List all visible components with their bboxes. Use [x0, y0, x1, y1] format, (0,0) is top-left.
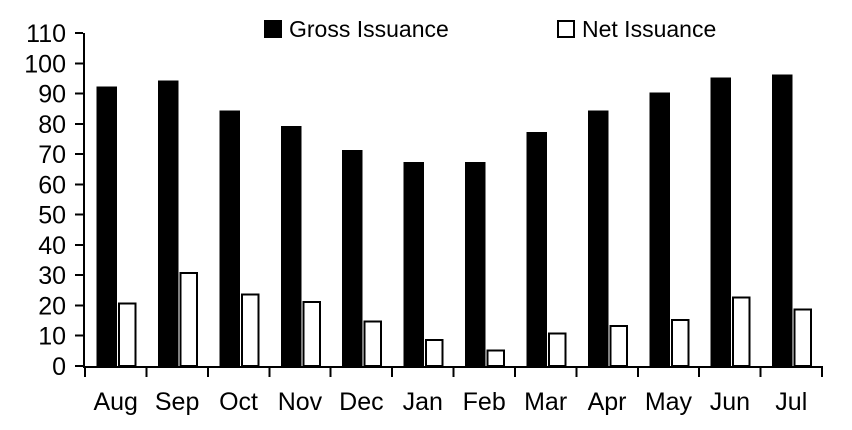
x-tick-label: Nov — [278, 388, 323, 416]
y-tick-label: 10 — [38, 323, 66, 351]
y-tick — [75, 122, 83, 125]
x-tick — [84, 366, 86, 377]
bar-net-issuance-may — [670, 319, 690, 367]
x-tick — [268, 366, 271, 377]
y-tick-label: 50 — [38, 202, 66, 230]
x-tick-label: Feb — [463, 388, 506, 416]
x-tick-label: Jan — [403, 388, 443, 416]
x-tick-label: Sep — [155, 388, 199, 416]
x-tick-label: Oct — [219, 388, 258, 416]
y-tick — [75, 92, 83, 95]
x-tick — [513, 366, 516, 377]
y-tick — [75, 334, 83, 337]
x-tick — [329, 366, 332, 377]
bar-net-issuance-jun — [732, 296, 751, 368]
y-tick-label: 0 — [52, 353, 66, 381]
bar-net-issuance-mar — [547, 332, 567, 368]
x-tick — [821, 366, 823, 377]
bar-gross-issuance-jul — [772, 74, 793, 368]
y-tick-label: 20 — [38, 292, 66, 320]
x-tick-label: Mar — [524, 388, 567, 416]
bar-net-issuance-apr — [609, 325, 628, 367]
bar-net-issuance-aug — [118, 302, 137, 368]
y-tick-label: 40 — [38, 232, 66, 260]
x-tick — [145, 366, 148, 377]
bar-net-issuance-nov — [302, 300, 321, 367]
x-tick-label: Aug — [93, 388, 137, 416]
y-tick — [75, 243, 83, 246]
y-tick-label: 90 — [38, 81, 66, 109]
x-tick-label: Dec — [339, 388, 383, 416]
bar-net-issuance-oct — [240, 293, 260, 368]
bar-net-issuance-sep — [179, 272, 198, 367]
y-tick — [75, 153, 83, 156]
bar-gross-issuance-feb — [465, 162, 486, 367]
bar-gross-issuance-may — [649, 92, 670, 368]
x-tick — [391, 366, 394, 377]
bar-gross-issuance-aug — [96, 86, 117, 367]
x-tick-label: May — [645, 388, 693, 416]
bar-gross-issuance-sep — [157, 80, 179, 367]
y-tick — [75, 365, 83, 367]
legend-label-net-issuance: Net Issuance — [582, 16, 717, 42]
x-tick-label: Jun — [710, 388, 750, 416]
x-tick — [575, 366, 578, 377]
y-tick — [75, 62, 83, 65]
y-tick-label: 30 — [38, 262, 66, 290]
x-tick — [206, 366, 209, 377]
x-tick — [759, 366, 762, 377]
gross-issuance-swatch-icon — [264, 20, 282, 38]
x-tick-label: Apr — [588, 388, 627, 416]
y-axis-line — [83, 33, 85, 368]
bar-gross-issuance-nov — [280, 125, 302, 367]
y-tick — [75, 304, 83, 307]
bar-gross-issuance-jun — [710, 77, 732, 367]
bar-gross-issuance-apr — [587, 110, 609, 367]
y-tick-label: 70 — [38, 141, 66, 169]
x-tick-label: Jul — [775, 388, 807, 416]
bar-net-issuance-jan — [425, 338, 444, 368]
y-tick-label: 60 — [38, 171, 66, 199]
y-tick-label: 100 — [24, 50, 66, 78]
bar-net-issuance-dec — [363, 320, 383, 368]
legend-label-gross-issuance: Gross Issuance — [289, 16, 449, 42]
y-tick — [75, 213, 83, 216]
x-tick — [636, 366, 639, 377]
y-tick — [75, 183, 83, 186]
legend-item-gross-issuance: Gross Issuance — [264, 17, 449, 41]
y-tick-label: 110 — [26, 20, 66, 48]
bar-gross-issuance-jan — [403, 162, 425, 367]
y-tick — [75, 274, 83, 277]
bar-gross-issuance-mar — [526, 131, 547, 367]
net-issuance-swatch-icon — [557, 20, 575, 38]
bar-net-issuance-feb — [486, 349, 505, 368]
x-tick — [452, 366, 455, 377]
legend-item-net-issuance: Net Issuance — [557, 17, 716, 41]
bar-gross-issuance-oct — [219, 110, 240, 367]
y-tick-label: 80 — [38, 111, 66, 139]
x-tick — [698, 366, 701, 377]
bar-net-issuance-jul — [793, 308, 813, 367]
bar-gross-issuance-dec — [342, 150, 363, 367]
y-tick — [75, 32, 83, 34]
